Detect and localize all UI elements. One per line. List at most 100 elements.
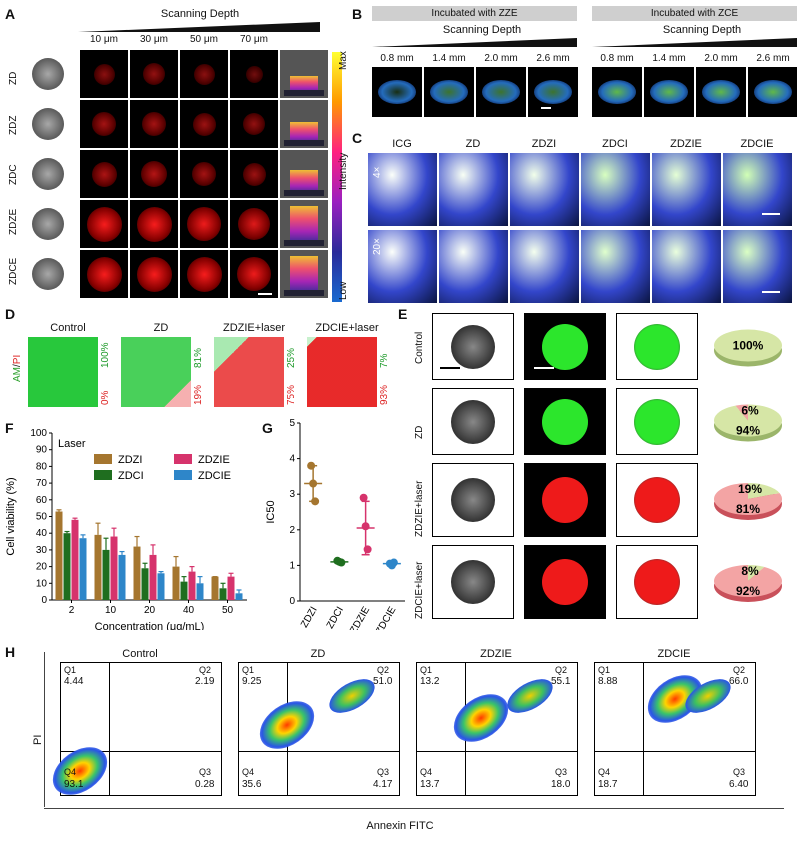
- intensity-surface: [290, 122, 318, 144]
- x-tick-label: ZDZI: [299, 605, 320, 630]
- panel-b-depth-label: 2.6 mm: [536, 53, 570, 64]
- q2-value: 2.19: [195, 676, 215, 687]
- panel-h-xlabel: Annexin FITC: [366, 820, 434, 832]
- legend-swatch: [174, 454, 192, 464]
- pie-slice: [748, 483, 780, 499]
- panel-f-bar-chart: 0 10 20 30 40 50 60 70 80 90 100 Cell viability (%)…: [5, 428, 247, 630]
- quadrant-label: Q3: [199, 767, 212, 777]
- data-point: [363, 545, 372, 554]
- red-fluorescence-spot: [186, 256, 222, 292]
- red-percentage: 19%: [193, 384, 204, 405]
- tumor-section-tile: [696, 67, 746, 117]
- q2-value: 51.0: [373, 676, 393, 687]
- spheroid-fluorescence: [542, 477, 588, 523]
- q1-value: 13.2: [420, 676, 440, 687]
- spheroid-fluorescence: [542, 398, 588, 445]
- tissue-section-tile: [439, 230, 508, 303]
- brightfield-box: [432, 313, 514, 380]
- fluorescence-tile: [80, 50, 128, 98]
- green-percentage: 25%: [286, 347, 297, 368]
- fluorescence-tile: [130, 100, 178, 148]
- panel-b-depth-label: 0.8 mm: [380, 53, 414, 64]
- panel-e-row-label: Control: [414, 331, 425, 364]
- scale-bar: [762, 291, 780, 293]
- panel-b-depth-wedge: [592, 38, 797, 47]
- panel-g-ic50-chart: 0 1 2 3 4 5 IC50 ZDZI ZDCI ZDZIE ZDCIE: [265, 418, 405, 630]
- red-fluorescence-spot: [143, 63, 165, 85]
- q4-value: 13.7: [420, 779, 440, 790]
- flow-plot-frame: Q1 9.25 Q2 51.0 Q4 35.6 Q3 4.17: [238, 662, 400, 796]
- fluorescence-tile: [80, 200, 128, 248]
- bar: [110, 536, 118, 600]
- x-tick-label: 2: [69, 605, 75, 616]
- y-axis-label-group: Cell viability (%): [5, 477, 17, 555]
- x-tick-label: 10: [105, 605, 117, 616]
- fluorescence-box: [524, 313, 606, 380]
- flow-plot-title: ZDZIE: [480, 648, 512, 660]
- spheroid-merge: [634, 559, 680, 605]
- fluorescence-tile: [230, 250, 278, 298]
- tissue-section-tile: [652, 230, 721, 303]
- fluorescence-tile: [230, 50, 278, 98]
- tissue-section-tile: [581, 153, 650, 226]
- viability-pie: 100%: [714, 329, 782, 367]
- legend-label: ZDZI: [118, 454, 142, 466]
- quadrant-label: Q1: [242, 665, 255, 675]
- quadrant-horizontal-gate: [239, 751, 399, 752]
- intensity-base: [284, 140, 324, 146]
- tumor-section: [430, 80, 468, 104]
- red-fluorescence-spot: [92, 112, 116, 136]
- tumor-section-tile: [644, 67, 694, 117]
- intensity-base: [284, 290, 324, 296]
- panel-c-magnification-label: 4×: [372, 166, 383, 178]
- panel-b-depth-label: 2.0 mm: [484, 53, 518, 64]
- bar: [211, 576, 219, 600]
- green-percentage: 81%: [193, 347, 204, 368]
- quadrant-label: Q1: [598, 665, 611, 675]
- pie-percent-label: 6%: [741, 404, 759, 418]
- live-dead-stain-tile: [214, 337, 284, 407]
- merge-box: [616, 388, 698, 455]
- bar: [235, 593, 243, 600]
- brightfield-box: [432, 463, 514, 537]
- viability-pie: 8%92%: [714, 564, 782, 602]
- panel-e-row-label: ZDZIE+laser: [414, 480, 425, 537]
- intensity-surface: [290, 76, 318, 94]
- panel-a-row-label: ZDZE: [8, 208, 19, 235]
- scale-bar: [290, 398, 302, 400]
- panel-a-depth-label: 50 μm: [190, 34, 218, 45]
- q2-value: 55.1: [551, 676, 571, 687]
- bar: [180, 581, 188, 600]
- y-tick-label: 1: [289, 560, 295, 571]
- quadrant-label: Q2: [555, 665, 568, 675]
- x-axis-label: Concentration (μg/mL): [95, 621, 205, 630]
- y-tick-label: 80: [36, 461, 48, 472]
- red-fluorescence-spot: [142, 112, 166, 136]
- y-axis-label: IC50: [265, 500, 277, 523]
- red-fluorescence-spot: [91, 161, 117, 187]
- q3-value: 0.28: [195, 779, 215, 790]
- panel-a-row-label: ZD: [8, 71, 19, 85]
- panel-b-depth-label: 1.4 mm: [652, 53, 686, 64]
- fluorescence-box: [524, 463, 606, 537]
- intensity-3d-tile: [280, 100, 328, 148]
- green-percentage: 100%: [100, 342, 111, 368]
- tumor-section: [650, 80, 688, 104]
- legend-title: Laser: [58, 438, 86, 450]
- live-dead-stain-tile: [28, 337, 98, 407]
- legend-label: ZDCI: [118, 470, 144, 482]
- spheroid-brightfield: [32, 208, 64, 240]
- fluorescence-tile: [230, 100, 278, 148]
- quadrant-vertical-gate: [109, 663, 110, 795]
- spheroid-brightfield: [32, 58, 64, 90]
- panel-a-row-label: ZDZ: [8, 115, 19, 135]
- am-stain-label: AM: [12, 367, 23, 382]
- panel-b-depth-title: Scanning Depth: [662, 24, 742, 36]
- y-tick-label: 0: [289, 596, 295, 607]
- quadrant-label: Q4: [242, 767, 255, 777]
- flow-plot-title: ZDCIE: [657, 648, 691, 660]
- tumor-section: [754, 80, 792, 104]
- quadrant-label: Q2: [733, 665, 746, 675]
- flow-plot-frame: Q1 8.88 Q2 66.0 Q4 18.7 Q3 6.40: [594, 662, 756, 796]
- intensity-3d-tile: [280, 200, 328, 248]
